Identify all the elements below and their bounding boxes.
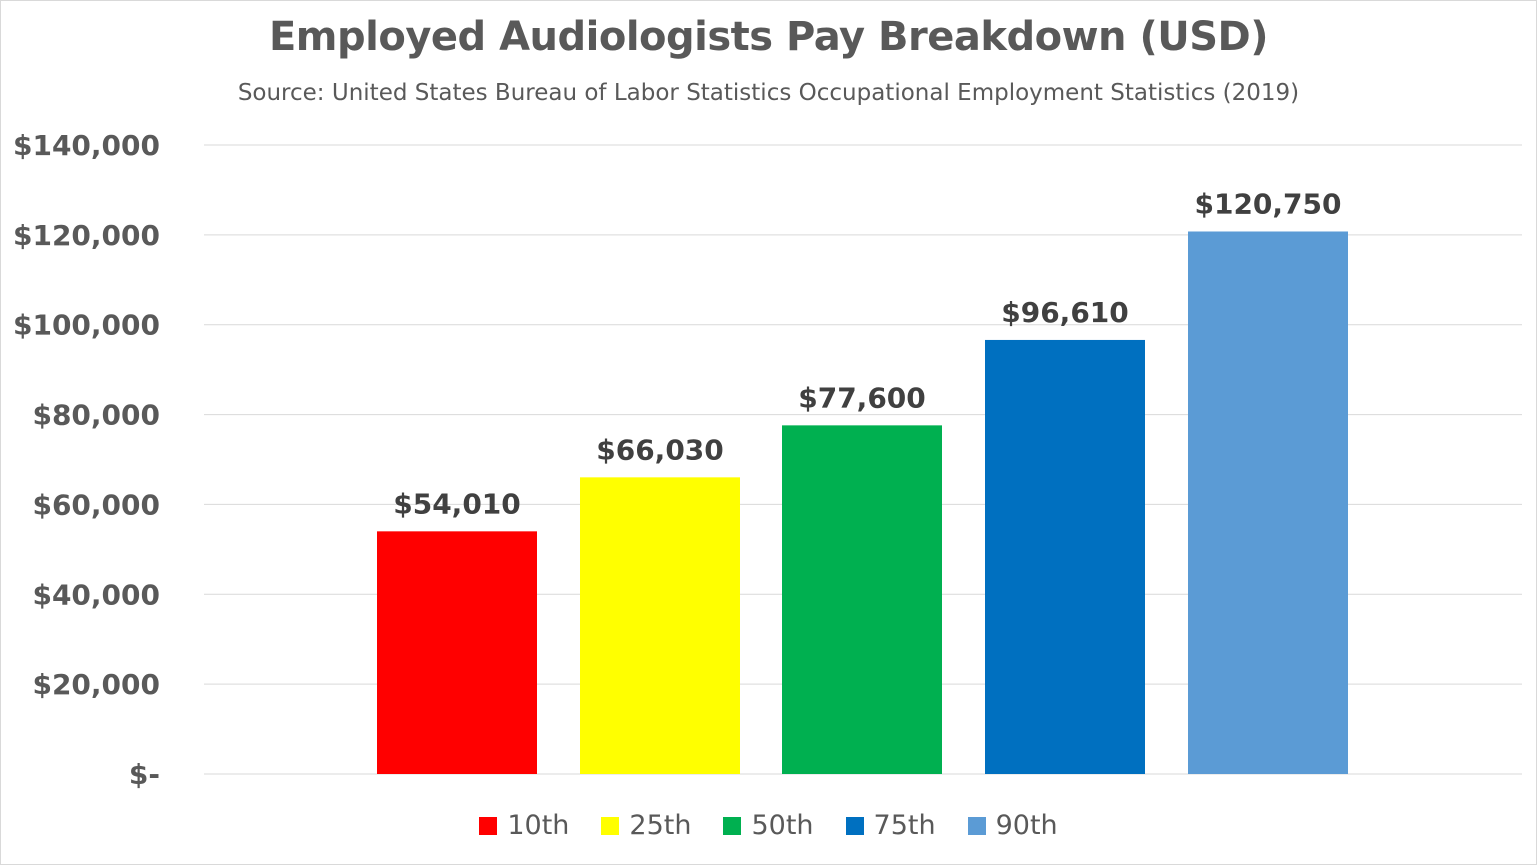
bar-50th: [782, 425, 942, 774]
data-label-10th: $54,010: [393, 487, 521, 520]
y-axis-tick-labels: $- $20,000 $40,000 $60,000 $80,000 $100,000 $1…: [13, 129, 160, 791]
bar-90th: [1188, 231, 1348, 775]
y-tick-label: $40,000: [32, 578, 160, 611]
y-tick-label: $120,000: [13, 219, 160, 252]
chart-subtitle: Source: United States Bureau of Labor St…: [237, 80, 1300, 106]
y-tick-label: $-: [129, 758, 160, 791]
data-label-25th: $66,030: [596, 433, 724, 466]
y-tick-label: $140,000: [13, 129, 160, 162]
data-labels: $54,010 $66,030 $77,600 $96,610 $120,750: [393, 187, 1341, 520]
legend-item: 25th: [601, 810, 691, 841]
legend-item: 90th: [967, 810, 1058, 841]
legend-swatch: [479, 816, 498, 835]
bar-75th: [985, 339, 1145, 774]
y-tick-label: $100,000: [13, 309, 160, 342]
legend-item: 75th: [845, 810, 936, 841]
bar-25th: [580, 477, 740, 774]
y-tick-label: $80,000: [32, 399, 160, 432]
y-tick-label: $60,000: [32, 488, 160, 521]
legend-label: 50th: [751, 810, 814, 841]
legend-label: 10th: [507, 810, 570, 841]
legend-label: 90th: [995, 810, 1058, 841]
bar-10th: [377, 531, 537, 774]
legend: 10th 25th 50th 75th 90th: [0, 810, 1537, 841]
legend-swatch: [845, 816, 864, 835]
data-label-50th: $77,600: [798, 381, 926, 414]
legend-swatch: [723, 816, 742, 835]
chart-title: Employed Audiologists Pay Breakdown (USD…: [268, 14, 1269, 60]
bars: [377, 231, 1348, 775]
y-tick-label: $20,000: [32, 668, 160, 701]
legend-label: 75th: [873, 810, 936, 841]
legend-item: 50th: [723, 810, 814, 841]
data-label-90th: $120,750: [1194, 187, 1341, 220]
legend-swatch: [601, 816, 620, 835]
legend-label: 25th: [629, 810, 692, 841]
legend-item: 10th: [479, 810, 569, 841]
data-label-75th: $96,610: [1001, 296, 1129, 329]
legend-swatch: [967, 816, 986, 835]
